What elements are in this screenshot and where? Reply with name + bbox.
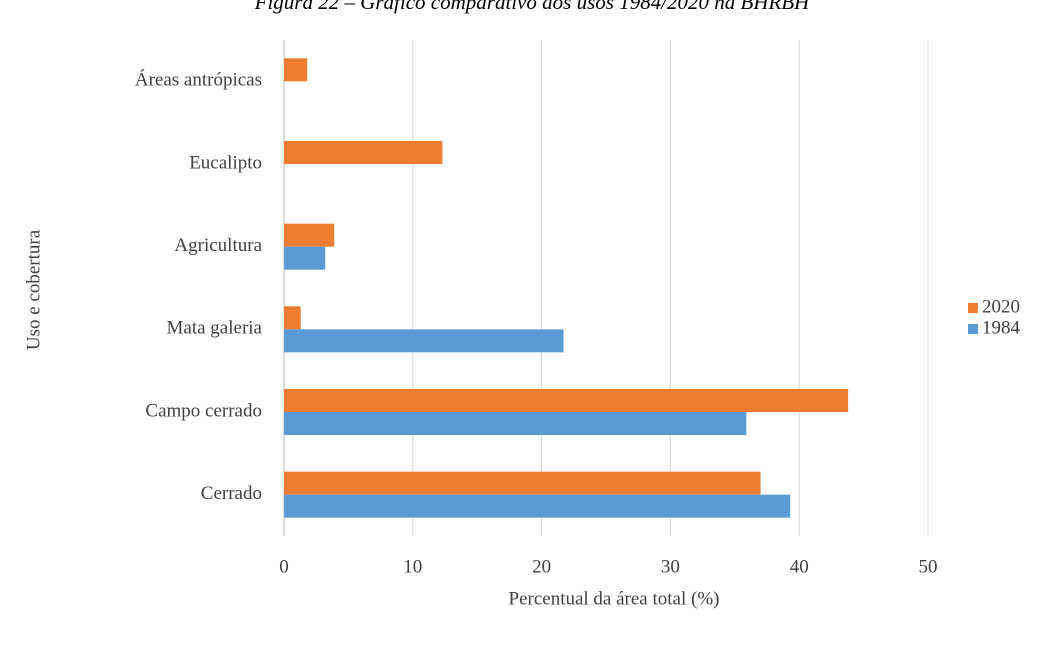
y-axis-title: Uso e cobertura [23,229,44,350]
y-tick-label: Agricultura [174,235,262,256]
y-tick-label: Campo cerrado [145,400,262,421]
bar [284,306,301,330]
bar [284,329,564,353]
legend-label: 1984 [982,317,1021,338]
x-tick-label: 0 [279,556,289,577]
bar [284,389,849,412]
y-tick-label: Áreas antrópicas [135,69,262,91]
x-axis-title: Percentual da área total (%) [509,588,720,609]
y-tick-label: Mata galeria [167,318,263,339]
y-tick-label: Eucalipto [189,152,262,173]
x-tick-label: 20 [532,556,551,577]
legend-label: 2020 [982,296,1020,317]
x-tick-label: 30 [661,556,680,577]
x-tick-label: 10 [403,556,422,577]
bar [284,471,761,495]
bar [284,223,335,247]
chart-title: Figura 22 – Gráfico comparativo dos usos… [254,0,812,14]
legend-swatch [968,324,978,334]
bar [284,412,747,435]
bar [284,58,308,82]
legend-swatch [968,303,978,313]
bar [284,141,443,164]
x-tick-label: 50 [919,556,938,577]
bar [284,246,326,270]
y-tick-label: Cerrado [201,483,262,504]
bar [284,494,791,518]
x-tick-label: 40 [790,556,809,577]
